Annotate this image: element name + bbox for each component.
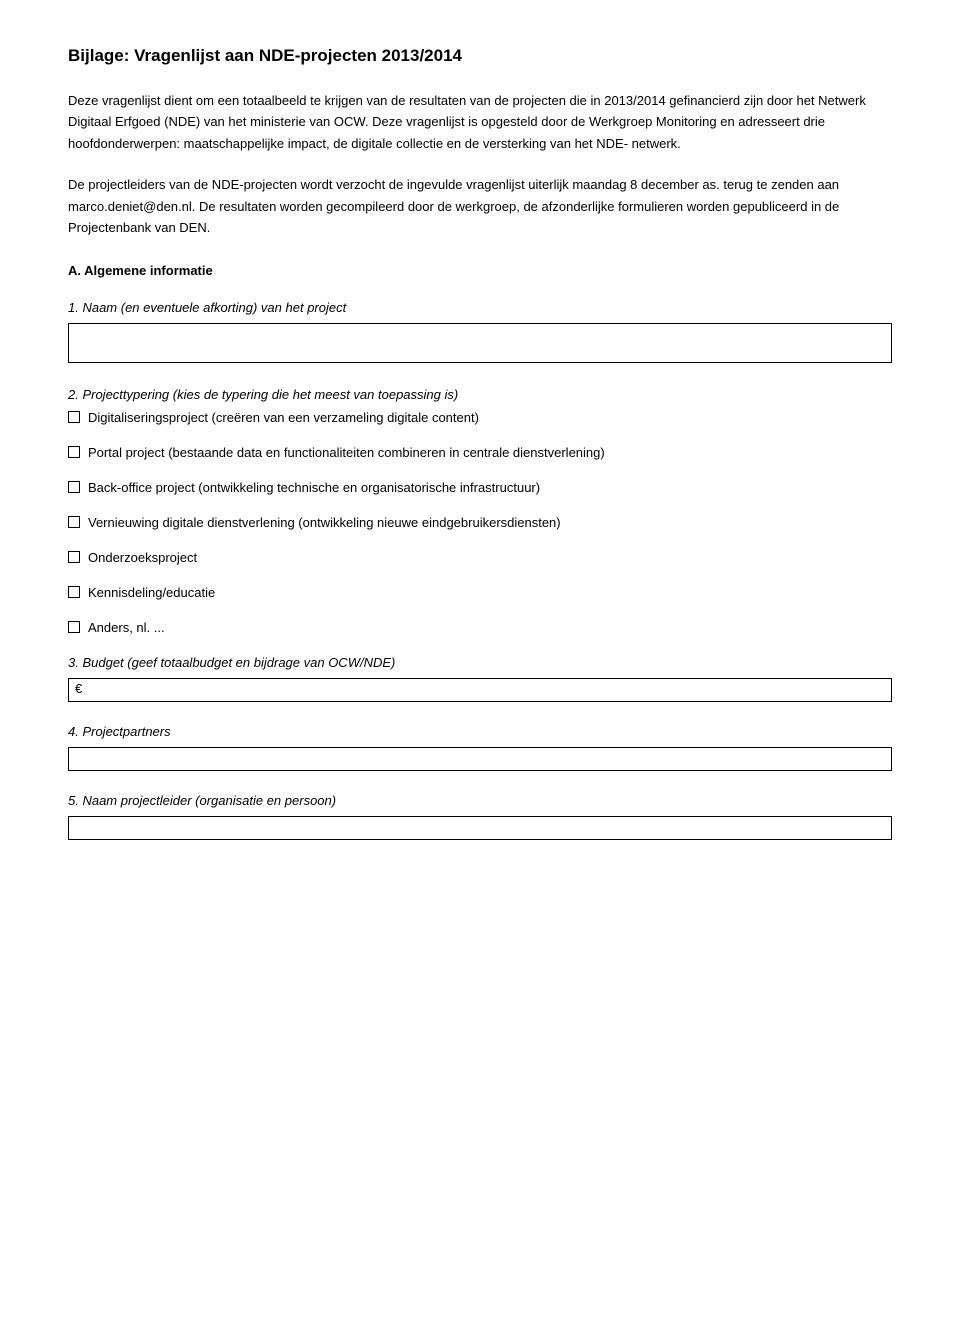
question-2-option-0-label: Digitaliseringsproject (creëren van een … xyxy=(88,410,479,425)
question-2-option-6-label: Anders, nl. ... xyxy=(88,620,165,635)
question-2-option-2-label: Back-office project (ontwikkeling techni… xyxy=(88,480,540,495)
question-2-option-1[interactable]: Portal project (bestaande data en functi… xyxy=(68,445,892,460)
question-3-label: 3. Budget (geef totaalbudget en bijdrage… xyxy=(68,655,892,670)
currency-prefix: € xyxy=(75,681,82,696)
question-5-input[interactable] xyxy=(68,816,892,840)
question-2-option-5[interactable]: Kennisdeling/educatie xyxy=(68,585,892,600)
question-2-option-2[interactable]: Back-office project (ontwikkeling techni… xyxy=(68,480,892,495)
question-1-label: 1. Naam (en eventuele afkorting) van het… xyxy=(68,300,892,315)
checkbox-icon[interactable] xyxy=(68,621,80,633)
question-2-option-5-label: Kennisdeling/educatie xyxy=(88,585,215,600)
page-title: Bijlage: Vragenlijst aan NDE-projecten 2… xyxy=(68,46,892,66)
question-2-option-4[interactable]: Onderzoeksproject xyxy=(68,550,892,565)
question-2-option-3[interactable]: Vernieuwing digitale dienstverlening (on… xyxy=(68,515,892,530)
question-2-option-4-label: Onderzoeksproject xyxy=(88,550,197,565)
page-container: Bijlage: Vragenlijst aan NDE-projecten 2… xyxy=(0,0,960,1343)
section-a-heading: A. Algemene informatie xyxy=(68,263,892,278)
checkbox-icon[interactable] xyxy=(68,551,80,563)
intro-paragraph-1: Deze vragenlijst dient om een totaalbeel… xyxy=(68,90,892,154)
checkbox-icon[interactable] xyxy=(68,446,80,458)
question-2-option-0[interactable]: Digitaliseringsproject (creëren van een … xyxy=(68,410,892,425)
question-1-input[interactable] xyxy=(68,323,892,363)
checkbox-icon[interactable] xyxy=(68,411,80,423)
question-4-input[interactable] xyxy=(68,747,892,771)
question-4-label: 4. Projectpartners xyxy=(68,724,892,739)
question-3-input[interactable]: € xyxy=(68,678,892,702)
question-2-option-3-label: Vernieuwing digitale dienstverlening (on… xyxy=(88,515,561,530)
question-2-label: 2. Projecttypering (kies de typering die… xyxy=(68,387,892,402)
intro-paragraph-2: De projectleiders van de NDE-projecten w… xyxy=(68,174,892,238)
question-5-label: 5. Naam projectleider (organisatie en pe… xyxy=(68,793,892,808)
question-2-option-1-label: Portal project (bestaande data en functi… xyxy=(88,445,605,460)
checkbox-icon[interactable] xyxy=(68,586,80,598)
question-2-option-6[interactable]: Anders, nl. ... xyxy=(68,620,892,635)
checkbox-icon[interactable] xyxy=(68,516,80,528)
checkbox-icon[interactable] xyxy=(68,481,80,493)
